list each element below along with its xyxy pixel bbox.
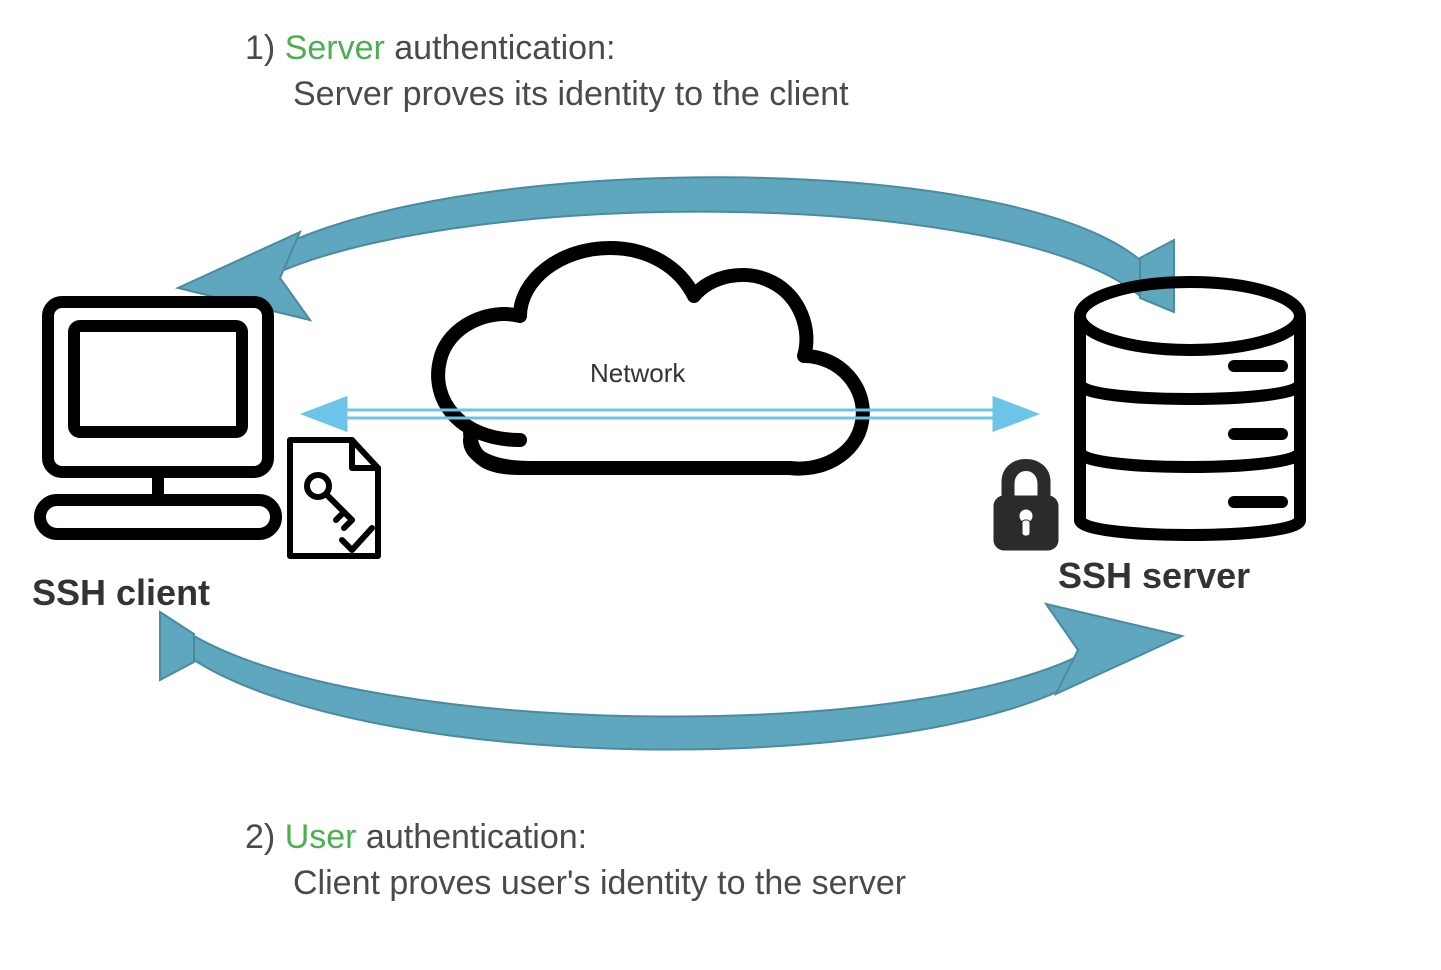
lock-icon	[994, 460, 1058, 551]
network-connector	[304, 398, 1036, 430]
keyfile-icon	[290, 440, 378, 556]
server-stack-icon	[1080, 282, 1300, 535]
diagram-canvas: 1) Server authentication: Server proves …	[0, 0, 1441, 970]
diagram-svg	[0, 0, 1441, 970]
cloud-icon	[438, 248, 863, 469]
computer-icon	[40, 302, 276, 534]
arrow-server-to-client	[178, 177, 1174, 320]
arrow-client-to-server	[160, 604, 1182, 750]
